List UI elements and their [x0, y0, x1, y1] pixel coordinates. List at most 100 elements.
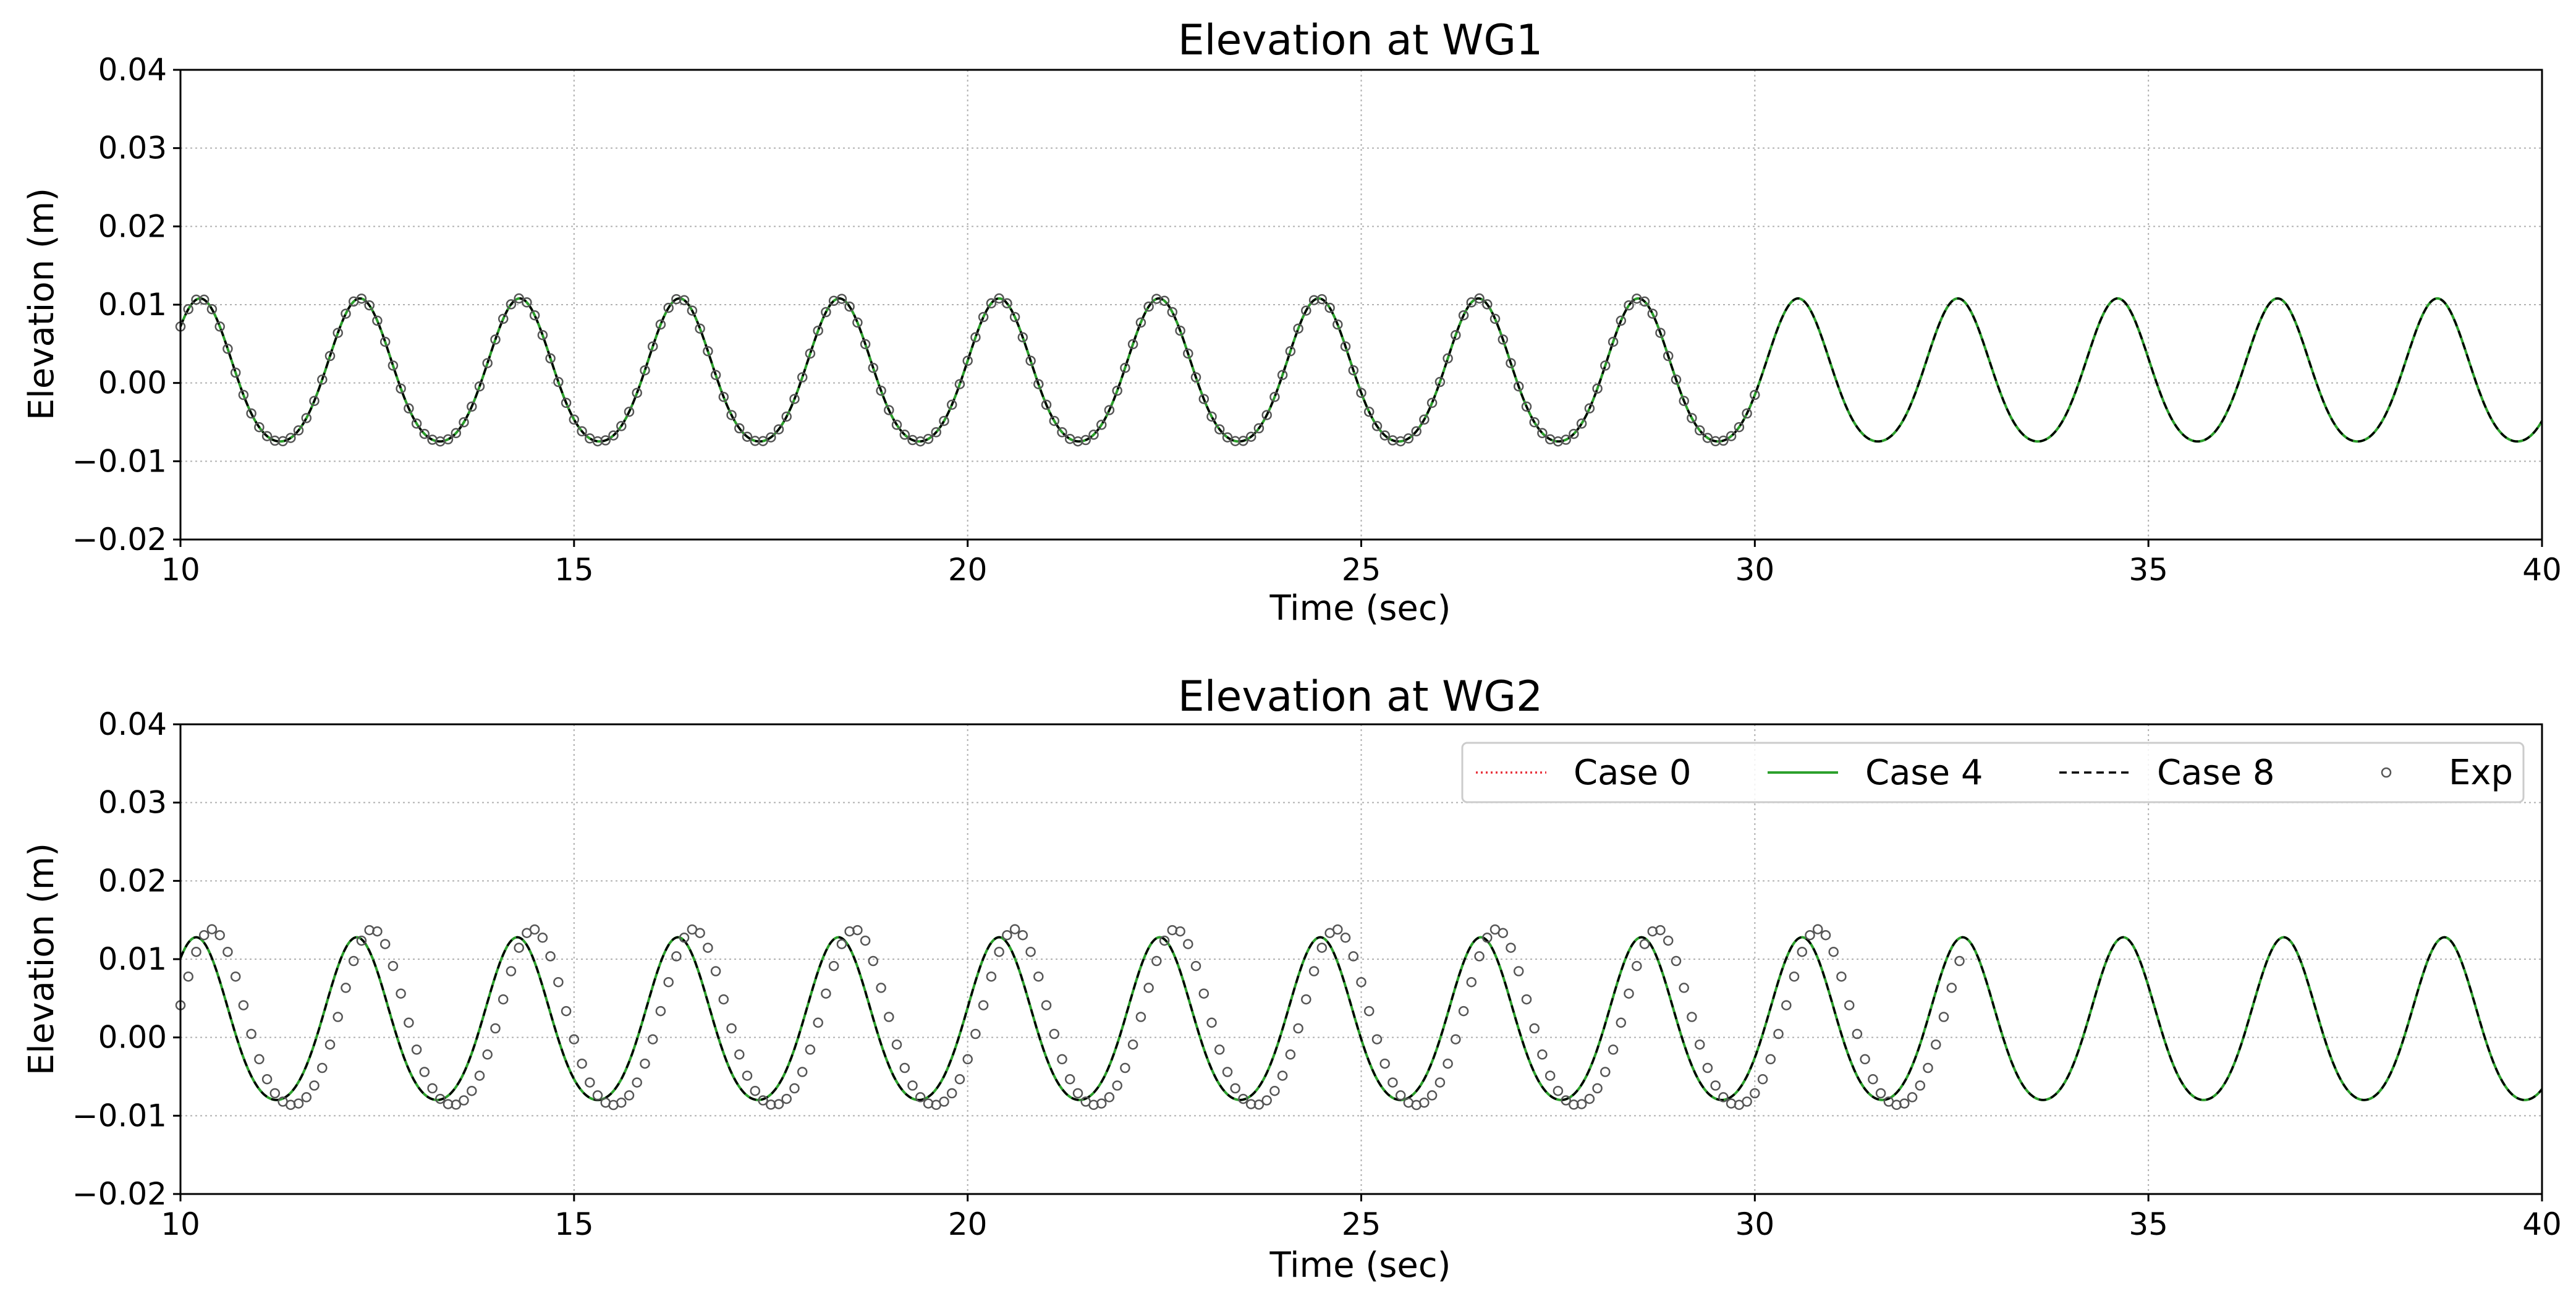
- exp-marker: [868, 363, 879, 373]
- exp-marker: [954, 379, 965, 389]
- exp-marker: [1135, 317, 1146, 328]
- exp-marker: [1671, 955, 1682, 967]
- y-tick-label: 0.00: [98, 1020, 167, 1056]
- exp-marker: [1474, 293, 1485, 304]
- exp-marker: [404, 1017, 414, 1028]
- exp-marker: [1443, 353, 1453, 364]
- exp-marker: [1269, 392, 1280, 402]
- exp-marker: [1426, 397, 1438, 409]
- exp-marker: [1553, 1085, 1564, 1096]
- exp-marker: [616, 1097, 627, 1108]
- exp-marker: [435, 1093, 446, 1104]
- x-tick-label: 10: [161, 552, 200, 588]
- exp-marker: [1293, 323, 1303, 334]
- exp-marker: [1734, 421, 1745, 433]
- exp-marker: [1687, 1012, 1697, 1022]
- exp-marker: [498, 994, 509, 1005]
- exp-marker: [1033, 379, 1044, 389]
- exp-marker: [411, 1044, 422, 1055]
- exp-marker: [695, 323, 705, 334]
- exp-marker: [1175, 325, 1185, 336]
- exp-marker: [577, 426, 587, 437]
- exp-marker: [388, 960, 399, 972]
- exp-marker: [545, 951, 556, 962]
- exp-marker: [1489, 313, 1501, 324]
- y-tick-label: −0.01: [72, 1098, 167, 1133]
- exp-marker: [884, 405, 894, 415]
- exp-marker: [876, 983, 886, 993]
- exp-marker: [537, 933, 548, 943]
- exp-marker: [1498, 928, 1509, 938]
- exp-marker: [632, 1077, 642, 1088]
- exp-marker: [1356, 976, 1366, 988]
- exp-marker: [821, 988, 831, 999]
- exp-marker: [1773, 1028, 1784, 1039]
- exp-marker: [206, 304, 218, 315]
- exp-marker: [1183, 348, 1193, 359]
- exp-marker: [946, 1088, 957, 1099]
- exp-marker: [931, 427, 941, 438]
- exp-marker: [1363, 407, 1375, 417]
- exp-marker: [1269, 1085, 1280, 1096]
- exp-marker: [1836, 971, 1847, 982]
- exp-marker: [1616, 1017, 1627, 1028]
- exp-marker: [1750, 1088, 1760, 1099]
- exp-marker: [852, 317, 863, 328]
- exp-marker: [1143, 983, 1154, 993]
- exp-marker: [813, 1017, 823, 1028]
- exp-marker: [1482, 933, 1493, 943]
- exp-marker: [726, 410, 737, 420]
- exp-marker: [1946, 983, 1957, 993]
- exp-marker: [1057, 427, 1067, 438]
- exp-marker: [1120, 1062, 1130, 1073]
- exp-marker: [1434, 376, 1446, 387]
- exp-marker: [404, 403, 414, 414]
- exp-marker: [1812, 924, 1823, 934]
- exp-marker: [954, 1074, 965, 1085]
- exp-marker: [860, 339, 871, 350]
- exp-marker: [1285, 346, 1296, 357]
- exp-marker: [1261, 1095, 1272, 1106]
- exp-marker: [994, 293, 1004, 304]
- exp-marker: [1434, 1077, 1446, 1088]
- exp-marker: [647, 1034, 658, 1044]
- exp-marker: [1356, 387, 1366, 398]
- exp-marker: [939, 415, 949, 426]
- exp-marker: [1017, 929, 1028, 941]
- y-tick-label: 0.03: [98, 785, 167, 821]
- exp-marker: [1049, 1028, 1060, 1039]
- chart-title: Elevation at WG2: [1178, 672, 1543, 721]
- exp-marker: [1805, 929, 1815, 941]
- exp-marker: [1521, 994, 1532, 1005]
- chart-title: Elevation at WG1: [1178, 16, 1543, 65]
- exp-marker: [1954, 955, 1965, 967]
- exp-marker: [1245, 431, 1256, 442]
- exp-marker: [1167, 307, 1178, 318]
- exp-marker: [1451, 1034, 1461, 1044]
- exp-marker: [640, 365, 650, 376]
- exp-marker: [986, 971, 997, 982]
- exp-marker: [899, 430, 910, 440]
- legend-label: Case 0: [1574, 753, 1691, 793]
- exp-marker: [1222, 1067, 1233, 1077]
- exp-marker: [1789, 971, 1800, 982]
- exp-marker: [907, 1080, 918, 1091]
- exp-marker: [1915, 1080, 1926, 1091]
- legend-marker: [2381, 767, 2392, 778]
- exp-marker: [474, 381, 485, 392]
- exp-marker: [1064, 1074, 1075, 1085]
- exp-marker: [1679, 396, 1689, 407]
- exp-marker: [640, 1058, 650, 1069]
- exp-marker: [773, 1099, 784, 1109]
- exp-marker: [655, 319, 666, 330]
- exp-marker: [1624, 300, 1634, 311]
- exp-marker: [1624, 988, 1634, 999]
- exp-marker: [514, 293, 524, 304]
- exp-marker: [1844, 1000, 1855, 1010]
- exp-marker: [1694, 425, 1705, 436]
- exp-marker: [1868, 1074, 1878, 1085]
- exp-marker: [1860, 1054, 1870, 1065]
- y-tick-label: 0.04: [98, 706, 167, 742]
- exp-marker: [1049, 415, 1060, 426]
- exp-marker: [1443, 1058, 1453, 1069]
